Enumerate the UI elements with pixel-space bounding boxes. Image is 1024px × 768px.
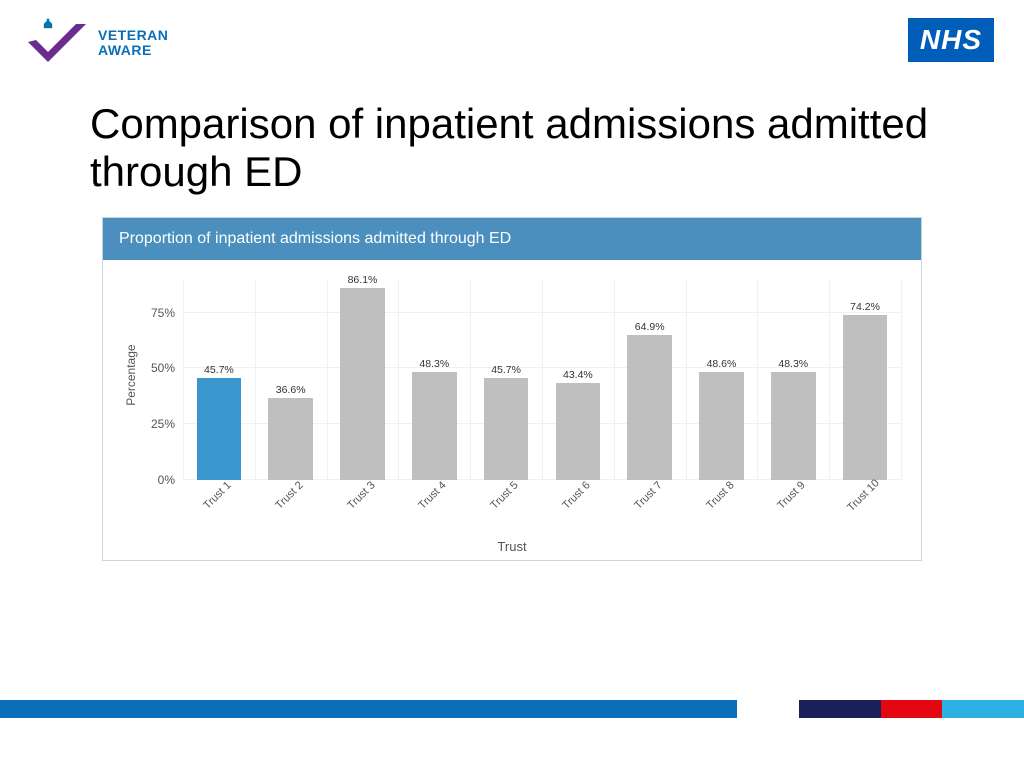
bar-wrap: 48.3%: [398, 280, 470, 480]
chart-container: Proportion of inpatient admissions admit…: [102, 217, 922, 561]
y-tick-label: 0%: [158, 473, 183, 487]
y-tick-label: 50%: [151, 361, 183, 375]
x-labels: Trust 1Trust 2Trust 3Trust 4Trust 5Trust…: [183, 480, 901, 528]
bar-value-label: 43.4%: [563, 369, 593, 381]
bar-wrap: 36.6%: [255, 280, 327, 480]
bar: 45.7%: [484, 378, 529, 480]
bar-wrap: 43.4%: [542, 280, 614, 480]
bar-wrap: 45.7%: [183, 280, 255, 480]
stripe-segment: [942, 700, 1024, 718]
bar-value-label: 48.6%: [707, 358, 737, 370]
header: VETERAN AWARE NHS: [0, 0, 1024, 90]
bar-value-label: 45.7%: [491, 364, 521, 376]
bar-value-label: 48.3%: [778, 358, 808, 370]
plot-area: 0%25%50%75% 45.7%36.6%86.1%48.3%45.7%43.…: [183, 280, 901, 480]
y-tick-label: 75%: [151, 306, 183, 320]
bar-value-label: 74.2%: [850, 301, 880, 313]
bar-value-label: 36.6%: [276, 384, 306, 396]
logo-line2: AWARE: [98, 43, 168, 58]
bar: 36.6%: [268, 398, 313, 479]
x-axis-title: Trust: [497, 539, 526, 554]
bar: 74.2%: [843, 315, 888, 480]
bar-value-label: 48.3%: [419, 358, 449, 370]
bar: 48.3%: [771, 372, 816, 479]
bar-value-label: 86.1%: [348, 274, 378, 286]
bar-wrap: 86.1%: [327, 280, 399, 480]
y-axis-title: Percentage: [124, 344, 138, 405]
y-tick-label: 25%: [151, 417, 183, 431]
footer-stripe: [0, 700, 1024, 718]
bar-wrap: 48.6%: [686, 280, 758, 480]
bar-wrap: 45.7%: [470, 280, 542, 480]
bar: 86.1%: [340, 288, 385, 479]
bar: 64.9%: [627, 335, 672, 479]
veteran-aware-text: VETERAN AWARE: [98, 28, 168, 59]
bar: 43.4%: [556, 383, 601, 479]
chart-header: Proportion of inpatient admissions admit…: [103, 218, 921, 260]
bars-group: 45.7% 36.6% 86.1% 48.3% 45.7% 43.4% 64.9% 48.6%…: [183, 280, 901, 480]
checkmark-icon: [22, 18, 92, 68]
gridline-vertical: [901, 280, 902, 480]
bar: 48.6%: [699, 372, 744, 480]
chart-body: Percentage 0% 25% 50% 75% 45.7% 36.6% 86.1% 48…: [103, 260, 921, 560]
bar-value-label: 45.7%: [204, 364, 234, 376]
bar: 48.3%: [412, 372, 457, 479]
veteran-aware-logo: VETERAN AWARE: [22, 18, 168, 68]
stripe-segment: [881, 700, 942, 718]
stripe-segment: [737, 700, 798, 718]
logo-line1: VETERAN: [98, 28, 168, 43]
page-title: Comparison of inpatient admissions admit…: [0, 90, 1024, 217]
bar-wrap: 64.9%: [614, 280, 686, 480]
stripe-segment: [799, 700, 881, 718]
bar-value-label: 64.9%: [635, 321, 665, 333]
bar-wrap: 74.2%: [829, 280, 901, 480]
bar: 45.7%: [197, 378, 242, 480]
stripe-segment: [0, 700, 737, 718]
bar-wrap: 48.3%: [757, 280, 829, 480]
nhs-logo: NHS: [908, 18, 994, 62]
